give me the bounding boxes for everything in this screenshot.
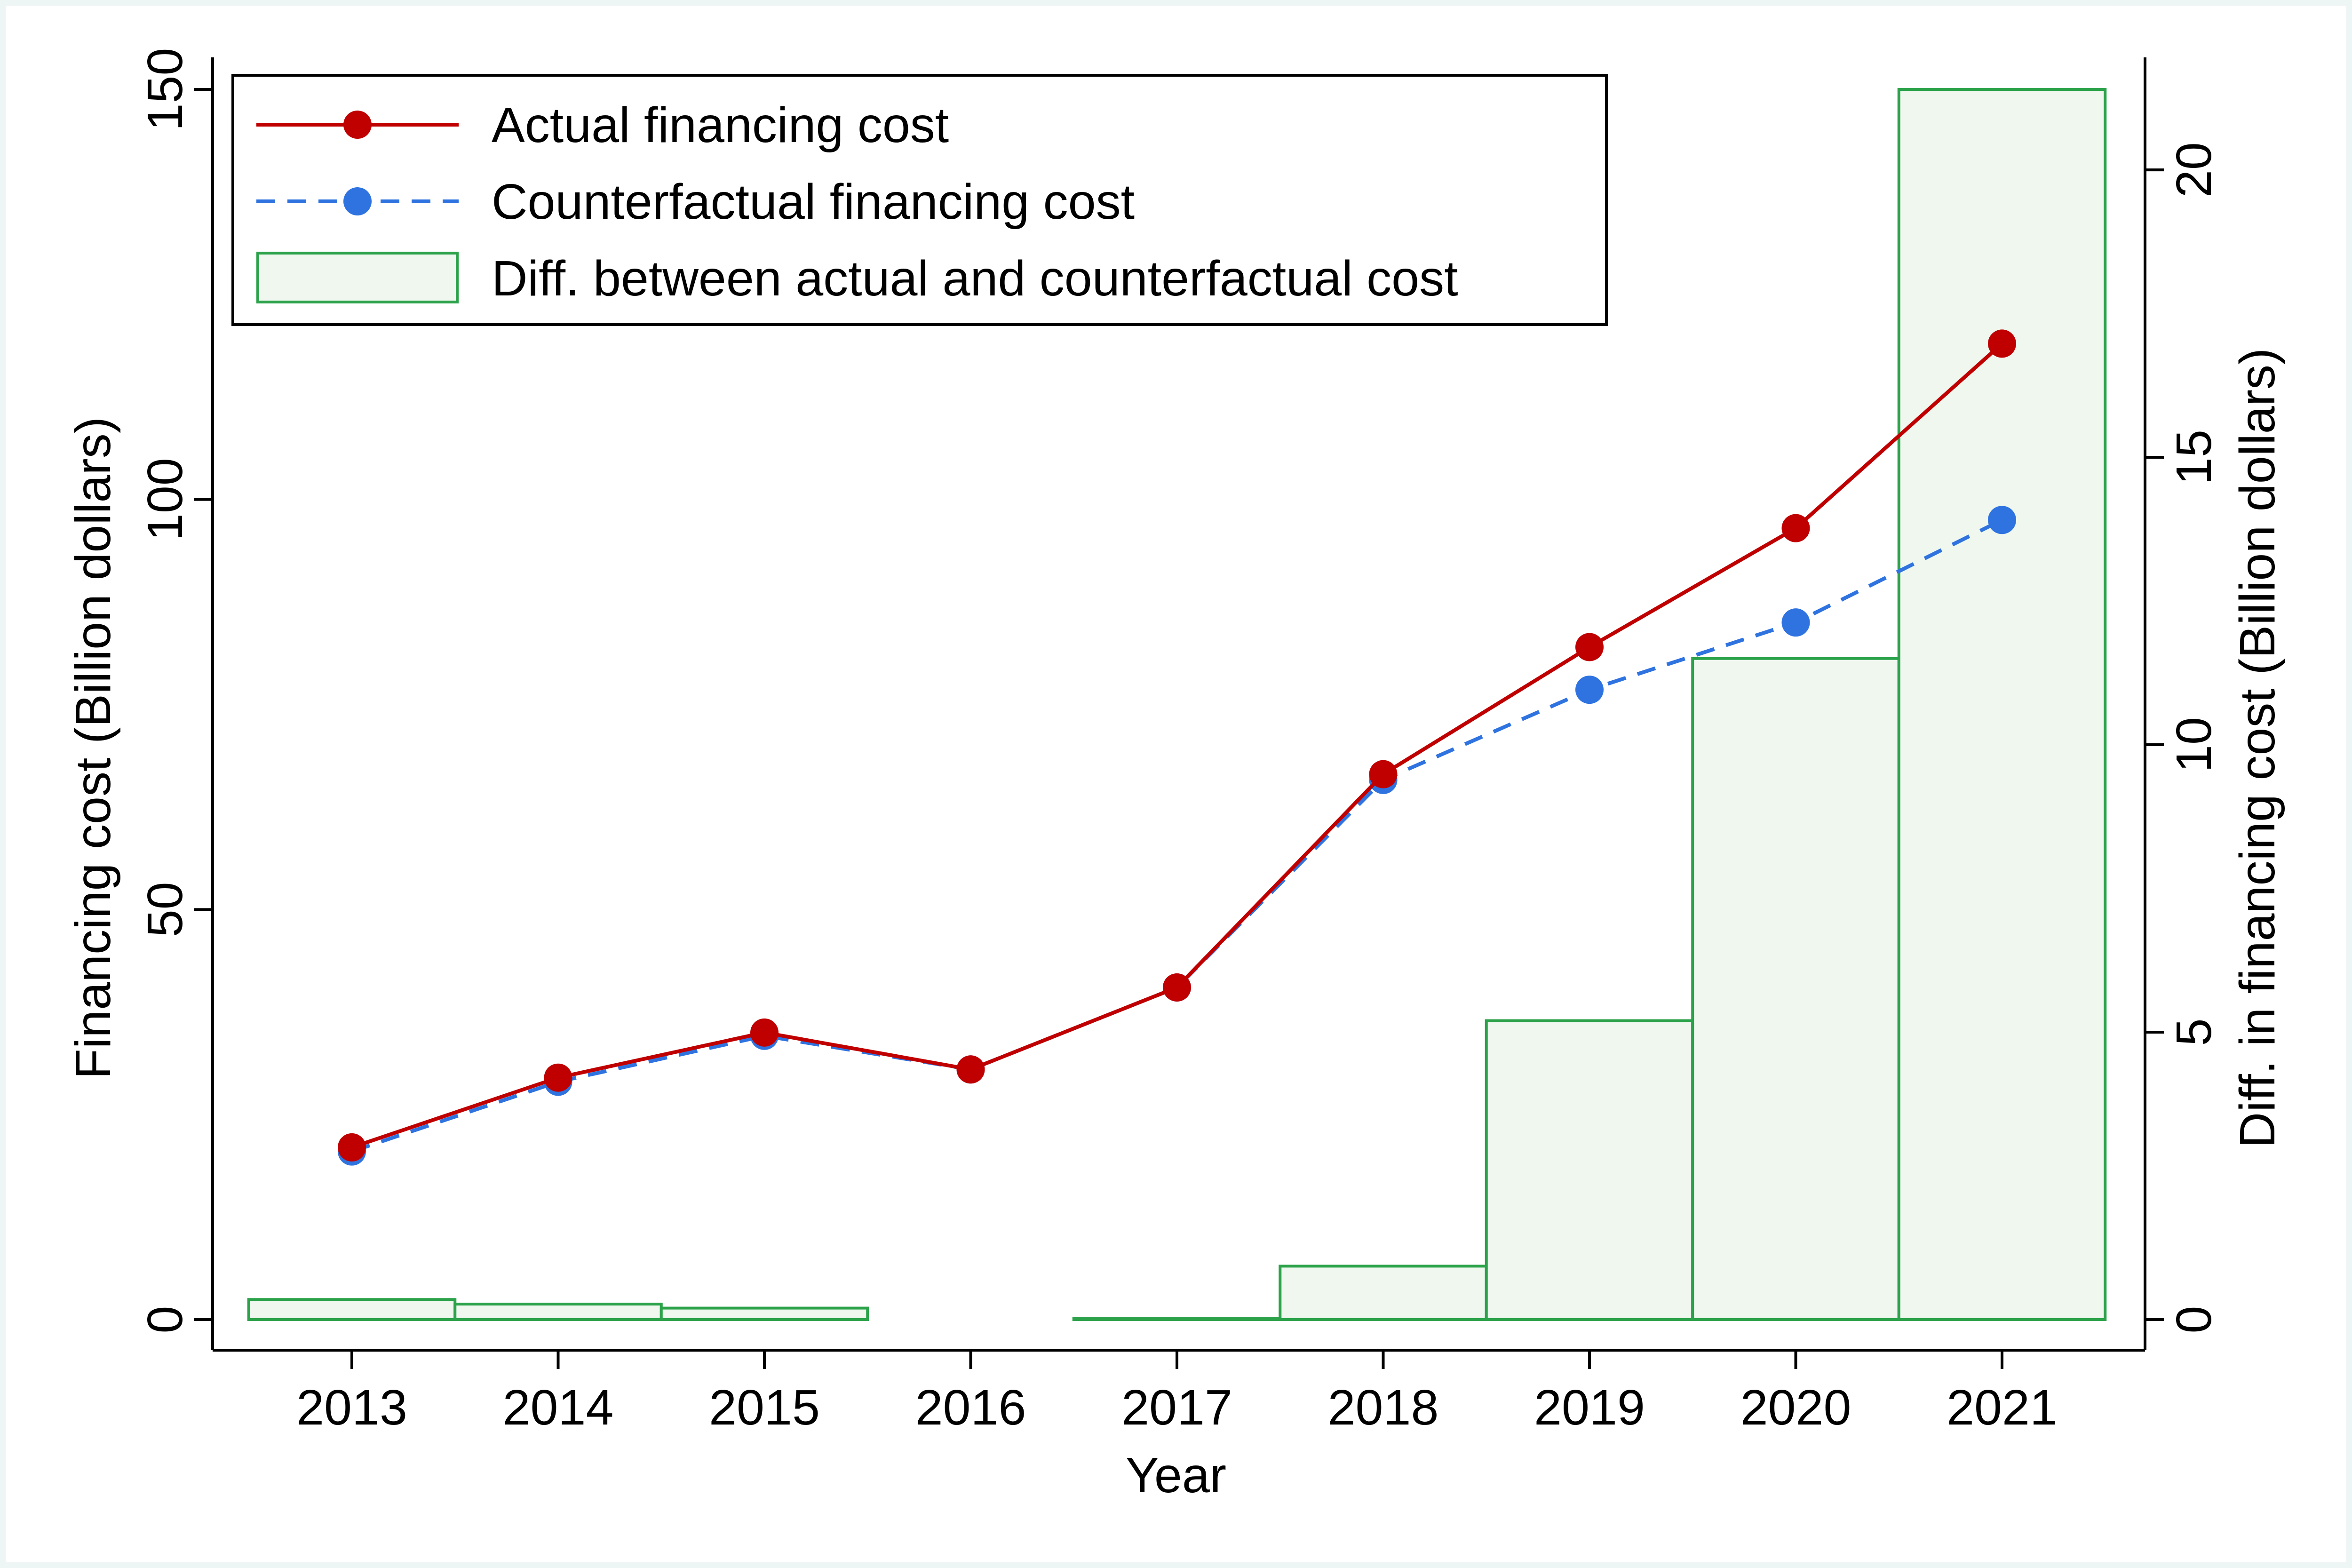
- legend-actual-marker: [343, 111, 372, 139]
- series-0-point-2021: [1988, 329, 2016, 358]
- y-left-tick-label: 50: [137, 882, 193, 937]
- series-0-point-2014: [544, 1063, 572, 1092]
- x-tick-label: 2020: [1740, 1380, 1851, 1435]
- y-right-tick-label: 15: [2166, 430, 2222, 485]
- legend-diff-swatch: [256, 252, 459, 303]
- y-axis-right-label: Diff. in financing cost (Billion dollars…: [2230, 348, 2285, 1148]
- legend-counterfactual-label: Counterfactual financing cost: [492, 174, 1135, 230]
- series-1-point-2019: [1575, 676, 1604, 704]
- bars-layer: [247, 88, 2107, 1321]
- series-0-point-2019: [1575, 633, 1604, 661]
- diff-bar-2017: [1072, 1317, 1282, 1321]
- y-left-tick-label: 100: [137, 458, 193, 541]
- legend-diff-label: Diff. between actual and counterfactual …: [492, 251, 1458, 306]
- x-tick-label: 2018: [1328, 1380, 1439, 1435]
- diff-bar-2018: [1279, 1265, 1488, 1321]
- series-1-point-2020: [1781, 608, 1810, 637]
- x-tick-label: 2021: [1947, 1380, 2058, 1435]
- y-right-tick-label: 20: [2166, 142, 2222, 198]
- legend: Actual financing cost Counterfactual fin…: [231, 74, 1608, 326]
- series-0-point-2018: [1369, 760, 1398, 788]
- diff-bar-2013: [247, 1298, 457, 1321]
- series-0-point-2020: [1781, 514, 1810, 542]
- series-0-point-2017: [1163, 973, 1191, 1002]
- diff-bar-2015: [660, 1306, 869, 1321]
- y-left-tick-label: 0: [137, 1306, 193, 1334]
- y-left-tick-label: 150: [137, 48, 193, 131]
- axes-layer: 0 50 100 150 0 5 10 15 20 2013 2014 2015 2016 2017 201…: [137, 48, 2222, 1435]
- diff-bar-2019: [1485, 1019, 1694, 1321]
- diff-bar-2014: [453, 1303, 663, 1321]
- y-right-tick-label: 0: [2166, 1306, 2222, 1334]
- x-tick-label: 2013: [296, 1380, 407, 1435]
- x-tick-label: 2015: [709, 1380, 820, 1435]
- y-right-tick-label: 10: [2166, 717, 2222, 772]
- series-0-point-2015: [750, 1018, 779, 1047]
- diff-bar-2021: [1897, 88, 2107, 1321]
- series-1-point-2021: [1988, 506, 2016, 534]
- legend-box: [231, 74, 1608, 326]
- legend-counterfactual-marker: [343, 187, 372, 215]
- series-0-point-2016: [956, 1055, 985, 1084]
- x-axis-label: Year: [1126, 1448, 1226, 1503]
- x-tick-label: 2019: [1534, 1380, 1645, 1435]
- series-0-point-2013: [338, 1133, 366, 1162]
- y-axis-left-label: Financing cost (Billion dollars): [65, 417, 121, 1079]
- x-tick-label: 2014: [503, 1380, 614, 1435]
- legend-actual-label: Actual financing cost: [492, 97, 949, 153]
- diff-bar-2020: [1691, 657, 1900, 1321]
- y-right-tick-label: 5: [2166, 1019, 2222, 1046]
- lines-layer: [338, 329, 2016, 1166]
- series-line-1: [351, 518, 2003, 1154]
- x-tick-label: 2017: [1121, 1380, 1232, 1435]
- x-tick-label: 2016: [915, 1380, 1026, 1435]
